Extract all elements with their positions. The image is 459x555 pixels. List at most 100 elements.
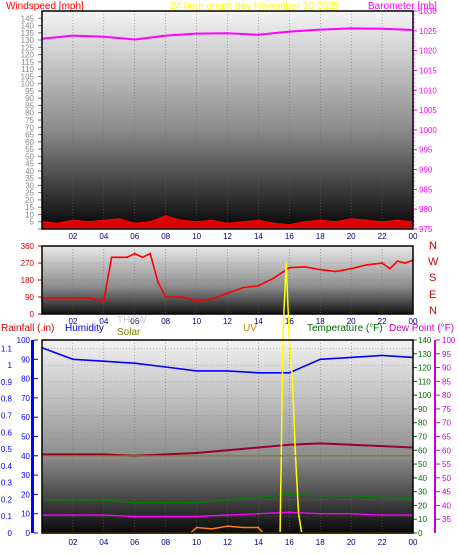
- rainfall-axis-label: Rainfall (.in): [1, 323, 54, 334]
- dewpoint-line-point: [72, 514, 74, 516]
- dewpoint-tick-label: 65: [442, 433, 451, 442]
- windspeed-point: [273, 222, 275, 224]
- wind-direction-point: [157, 280, 159, 283]
- temperature-line-point: [134, 501, 136, 504]
- x-tick-label: 00: [409, 317, 418, 326]
- dewpoint-tick-label: 40: [442, 501, 451, 510]
- panel3-time-axis: 02 04 06 08 10 12 14 16 18 20 22 00: [68, 538, 418, 547]
- barometer-tick-label: 1030: [419, 7, 437, 16]
- barometer-axis-label: Barometer [mb]: [368, 1, 437, 12]
- wind-direction-point: [334, 270, 337, 273]
- dewpoint-line-point: [134, 515, 136, 518]
- barometer-tick-label: 1000: [419, 126, 437, 135]
- panel2-frame: [41, 245, 414, 315]
- panel1-background: [42, 11, 413, 229]
- windspeed-tick-label: 140: [21, 22, 35, 31]
- temperature-line-point: [164, 501, 167, 504]
- rainfall-tick-label: 0.1: [1, 512, 13, 521]
- windspeed-tick-label: 50: [25, 152, 34, 161]
- direction-tick-label: 180: [21, 276, 35, 285]
- panel1-grid: [72, 11, 383, 229]
- temperature-tick-label: 120: [418, 364, 432, 373]
- wind-direction-point: [257, 284, 260, 287]
- x-tick-label: 18: [316, 232, 325, 241]
- windspeed-tick-label: 100: [21, 80, 35, 89]
- panel1-time-axis: 02 04 06 08 10 12 14 16 18 20 22 00: [68, 232, 418, 241]
- windspeed-tick-label: 130: [21, 36, 35, 45]
- barometer-tick-label: 985: [419, 185, 433, 194]
- barometer-point: [72, 34, 74, 37]
- windspeed-point: [211, 219, 213, 222]
- windspeed-tick-label: 20: [25, 196, 34, 205]
- wind-direction-point: [404, 262, 407, 264]
- dewpoint-line-point: [350, 513, 352, 515]
- windspeed-point: [164, 215, 167, 217]
- windspeed-point: [257, 219, 260, 222]
- dewpoint-tick-label: 50: [442, 474, 451, 483]
- windspeed-point: [242, 220, 244, 223]
- barometer-tick-label: 1020: [419, 47, 437, 56]
- panel2-time-axis: 02 04 06 08 10 12 14 16 18 20 22 00: [68, 317, 418, 326]
- temperature-tick-label: 40: [418, 474, 427, 483]
- humidity-tick-label: 50: [21, 433, 30, 442]
- direction-label-e: E: [429, 289, 436, 301]
- windspeed-point: [72, 219, 74, 222]
- rainfall-tick-label: 0.4: [1, 462, 13, 471]
- temperature-tick-label: 30: [418, 488, 427, 497]
- windspeed-tick-label: 115: [21, 58, 34, 67]
- humidity-tick-label: 80: [21, 375, 30, 384]
- x-tick-label: 06: [130, 317, 139, 326]
- x-tick-label: 16: [285, 317, 294, 326]
- windspeed-tick-label: 40: [25, 167, 34, 176]
- x-tick-label: 12: [223, 317, 232, 326]
- rainfall-tick-label: 0.2: [1, 495, 13, 504]
- dewpoint-tick-label: 60: [442, 446, 451, 455]
- solar-line-point: [285, 262, 287, 264]
- uv-line-point: [242, 526, 244, 529]
- uv-line-point: [257, 526, 260, 529]
- chart-title: 24 hour graph day November 10 2025: [170, 1, 339, 12]
- temperature-line-point: [350, 495, 352, 497]
- wind-direction-point: [180, 296, 183, 298]
- humidity-line-point: [381, 354, 383, 357]
- panel3-axes: 0 0.1 0.2 0.3 0.4 0.5 0.6 0.7 0.8 0.9 1 1.1 0 10 20 30 4…: [1, 336, 456, 538]
- windspeed-tick-label: 65: [25, 131, 34, 140]
- barometer-point: [257, 33, 260, 36]
- humidity-line-point: [226, 370, 229, 372]
- temperature-line-point: [288, 493, 291, 496]
- windspeed-area: [42, 215, 413, 229]
- windspeed-point: [303, 220, 306, 223]
- humidity-line-point: [195, 370, 198, 372]
- x-tick-label: 06: [130, 232, 139, 241]
- temperature-tick-label: 100: [418, 391, 432, 400]
- dewpoint-line-point: [103, 514, 105, 516]
- temperature-tick-label: 20: [418, 501, 427, 510]
- x-tick-label: 02: [68, 232, 77, 241]
- wind-direction-point: [56, 297, 59, 299]
- temperature-tick-label: 50: [418, 460, 427, 469]
- dewpoint-tick-label: 75: [442, 405, 451, 414]
- dewpoint-line-point: [195, 515, 198, 518]
- dewpoint-line-point: [164, 515, 167, 518]
- windspeed-point: [288, 223, 291, 226]
- windspeed-point: [103, 219, 105, 222]
- wind-direction-point: [72, 297, 74, 299]
- direction-tick-label: 270: [21, 259, 35, 268]
- dewpoint-tick-label: 90: [442, 364, 451, 373]
- wind-direction-point: [141, 256, 144, 259]
- solar-label: Solar: [117, 327, 141, 338]
- humidity-line-point: [103, 360, 105, 362]
- rainfall-tick-label: 0.8: [1, 395, 13, 404]
- barometer-point: [288, 30, 291, 33]
- x-tick-label: 00: [409, 232, 418, 241]
- thsw-line-point: [226, 449, 229, 451]
- temperature-line-point: [226, 499, 229, 501]
- windspeed-tick-label: 80: [25, 109, 34, 118]
- windspeed-tick-label: 145: [21, 14, 35, 23]
- temperature-tick-label: 90: [418, 405, 427, 414]
- wind-direction-point: [149, 252, 152, 255]
- wind-direction-point: [388, 267, 391, 270]
- thsw-line-point: [288, 444, 291, 446]
- x-tick-label: 12: [223, 538, 232, 547]
- direction-label-n-top: N: [429, 240, 437, 252]
